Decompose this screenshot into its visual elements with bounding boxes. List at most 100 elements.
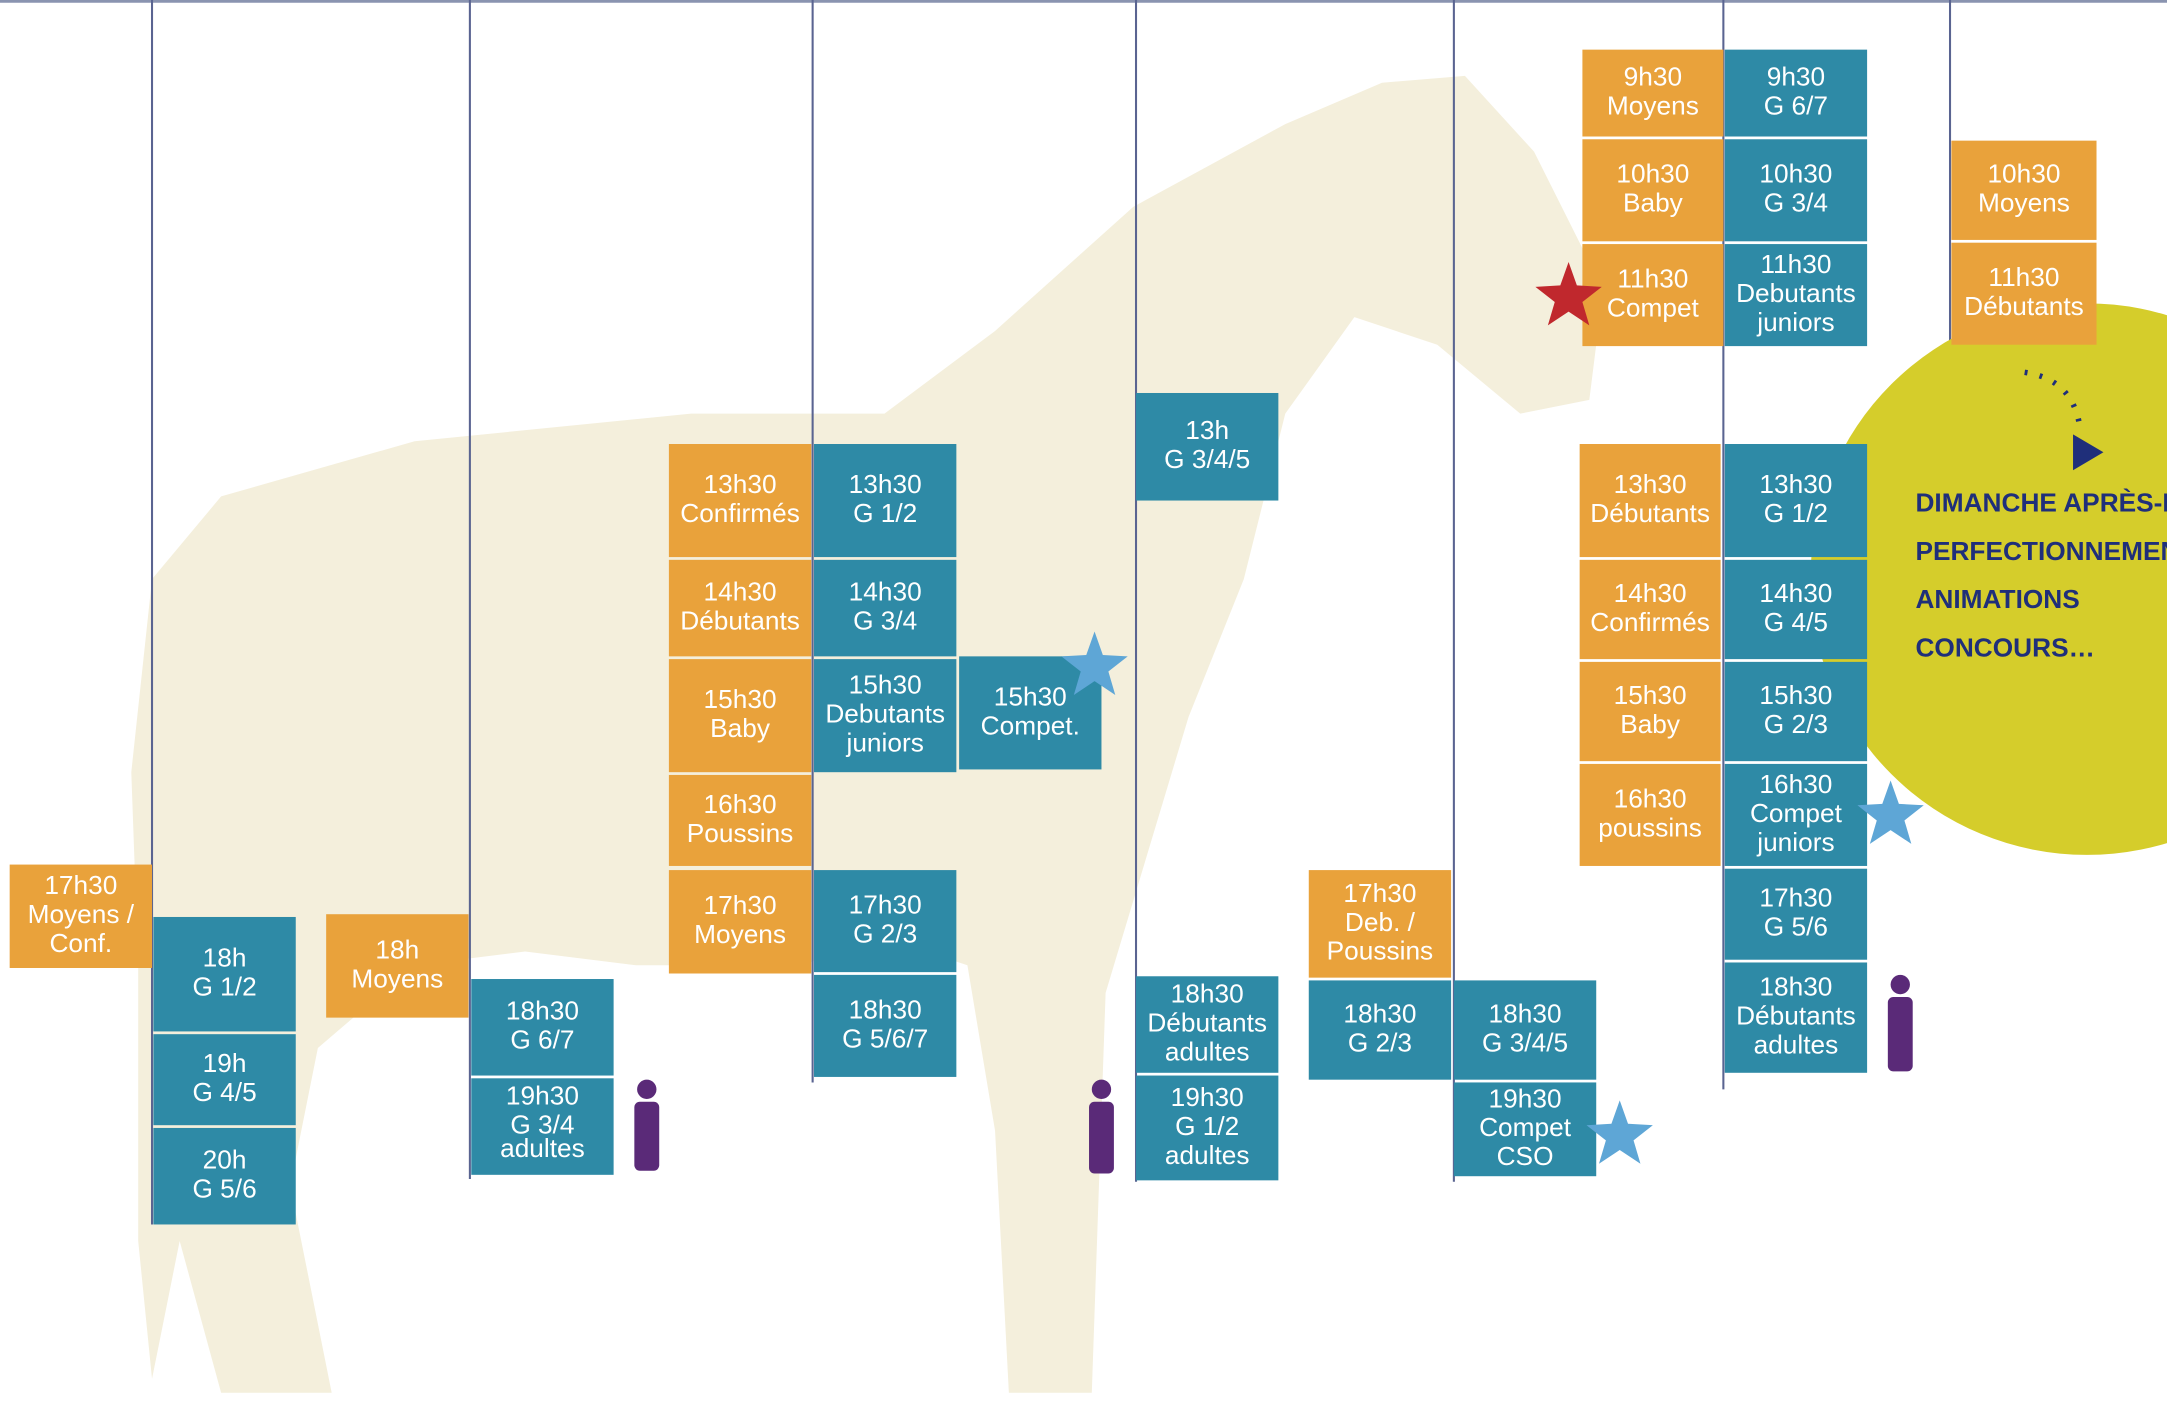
schedule-block: 18h30G 3/4/5 [1454, 980, 1596, 1079]
block-line: 16h30 [704, 789, 777, 819]
block-line: Debutants [825, 699, 945, 729]
block-line: Compet. [981, 710, 1080, 740]
schedule-block: 18h30G 6/7 [471, 979, 613, 1076]
block-line: G 1/2 [192, 972, 256, 1002]
block-line: 15h30 [994, 681, 1067, 711]
block-line: 10h30 [1759, 159, 1832, 189]
block-line: 9h30 [1767, 62, 1825, 92]
block-line: Confirmés [1590, 607, 1710, 637]
schedule-block: 13h30G 1/2 [1725, 444, 1867, 557]
schedule-block: 9h30G 6/7 [1725, 50, 1867, 137]
block-line: G 1/2 [1175, 1111, 1239, 1141]
block-line: 18h30 [1171, 979, 1244, 1009]
schedule-block: 17h30Deb. /Poussins [1309, 870, 1451, 978]
block-line: 17h30 [1343, 878, 1416, 908]
block-line: 10h30 [1616, 159, 1689, 189]
block-line: 9h30 [1624, 62, 1682, 92]
schedule-block: 19h30CompetCSO [1454, 1082, 1596, 1176]
block-line: 10h30 [1987, 159, 2060, 189]
block-line: 18h [375, 934, 419, 964]
block-line: Baby [1623, 188, 1684, 218]
block-line: 18h30 [1489, 999, 1562, 1029]
schedule-block: 16h30Poussins [669, 775, 811, 866]
block-line: G 1/2 [1764, 498, 1828, 528]
schedule-block: 11h30Debutantsjuniors [1725, 244, 1867, 346]
block-line: 20h [203, 1145, 247, 1175]
block-line: Baby [710, 713, 771, 743]
block-line: 18h30 [849, 994, 922, 1024]
block-line: 17h30 [849, 890, 922, 920]
block-line: 17h30 [1759, 883, 1832, 913]
block-line: Conf. [49, 928, 112, 958]
block-line: G 6/7 [510, 1025, 574, 1055]
block-line: 18h30 [506, 996, 579, 1026]
schedule-block: 18hG 1/2 [153, 917, 295, 1031]
block-line: G 2/3 [1348, 1027, 1412, 1057]
schedule-block: 16h30poussins [1580, 764, 1721, 866]
block-line: 13h30 [1759, 469, 1832, 499]
schedule-block: 18hMoyens [326, 914, 468, 1017]
block-line: Debutants [1736, 278, 1856, 308]
block-line: 16h30 [1759, 769, 1832, 799]
block-line: adultes [500, 1133, 585, 1163]
schedule-block: 13hG 3/4/5 [1136, 393, 1278, 501]
block-line: 17h30 [44, 870, 117, 900]
block-line: 19h [203, 1048, 247, 1078]
schedule-block: 15h30Baby [1580, 662, 1721, 761]
block-line: G 5/6/7 [842, 1023, 928, 1053]
block-line: 15h30 [849, 670, 922, 700]
block-line: 11h30 [1988, 262, 2059, 292]
block-line: 18h30 [1343, 999, 1416, 1029]
block-line: 14h30 [849, 577, 922, 607]
block-line: Poussins [1327, 936, 1434, 966]
block-line: G 6/7 [1764, 90, 1828, 120]
block-line: 17h30 [704, 890, 777, 920]
block-line: poussins [1598, 812, 1702, 842]
schedule-block: 19h30G 1/2adultes [1136, 1076, 1278, 1181]
block-line: 11h30 [1617, 264, 1688, 294]
block-line: 14h30 [1759, 578, 1832, 608]
block-line: juniors [1756, 307, 1834, 337]
schedule-block: 18h30Débutantsadultes [1725, 962, 1867, 1072]
block-line: juniors [846, 728, 924, 758]
block-line: 13h [1185, 415, 1229, 445]
block-line: 14h30 [704, 577, 777, 607]
note-line: PERFECTIONNEMENT [1915, 536, 2167, 566]
block-line: Moyens [1607, 90, 1699, 120]
block-line: Débutants [1590, 498, 1710, 528]
note-line: CONCOURS… [1915, 632, 2094, 662]
block-line: G 2/3 [1764, 709, 1828, 739]
schedule-block: 17h30G 5/6 [1725, 869, 1867, 960]
block-line: 13h30 [704, 469, 777, 499]
schedule-block: 19hG 4/5 [153, 1034, 295, 1125]
schedule-block: 13h30Confirmés [669, 444, 811, 557]
block-line: G 1/2 [853, 498, 917, 528]
schedule-block: 14h30Débutants [669, 560, 811, 657]
block-line: Débutants [1964, 291, 2084, 321]
block-line: 18h30 [1759, 972, 1832, 1002]
note-line: ANIMATIONS [1915, 584, 2079, 614]
block-line: 15h30 [704, 684, 777, 714]
block-line: 15h30 [1759, 680, 1832, 710]
block-line: 18h [203, 943, 247, 973]
block-line: Débutants [680, 606, 800, 636]
block-line: G 3/4 [853, 606, 917, 636]
block-line: adultes [1754, 1030, 1839, 1060]
block-line: Moyens [1978, 188, 2070, 218]
